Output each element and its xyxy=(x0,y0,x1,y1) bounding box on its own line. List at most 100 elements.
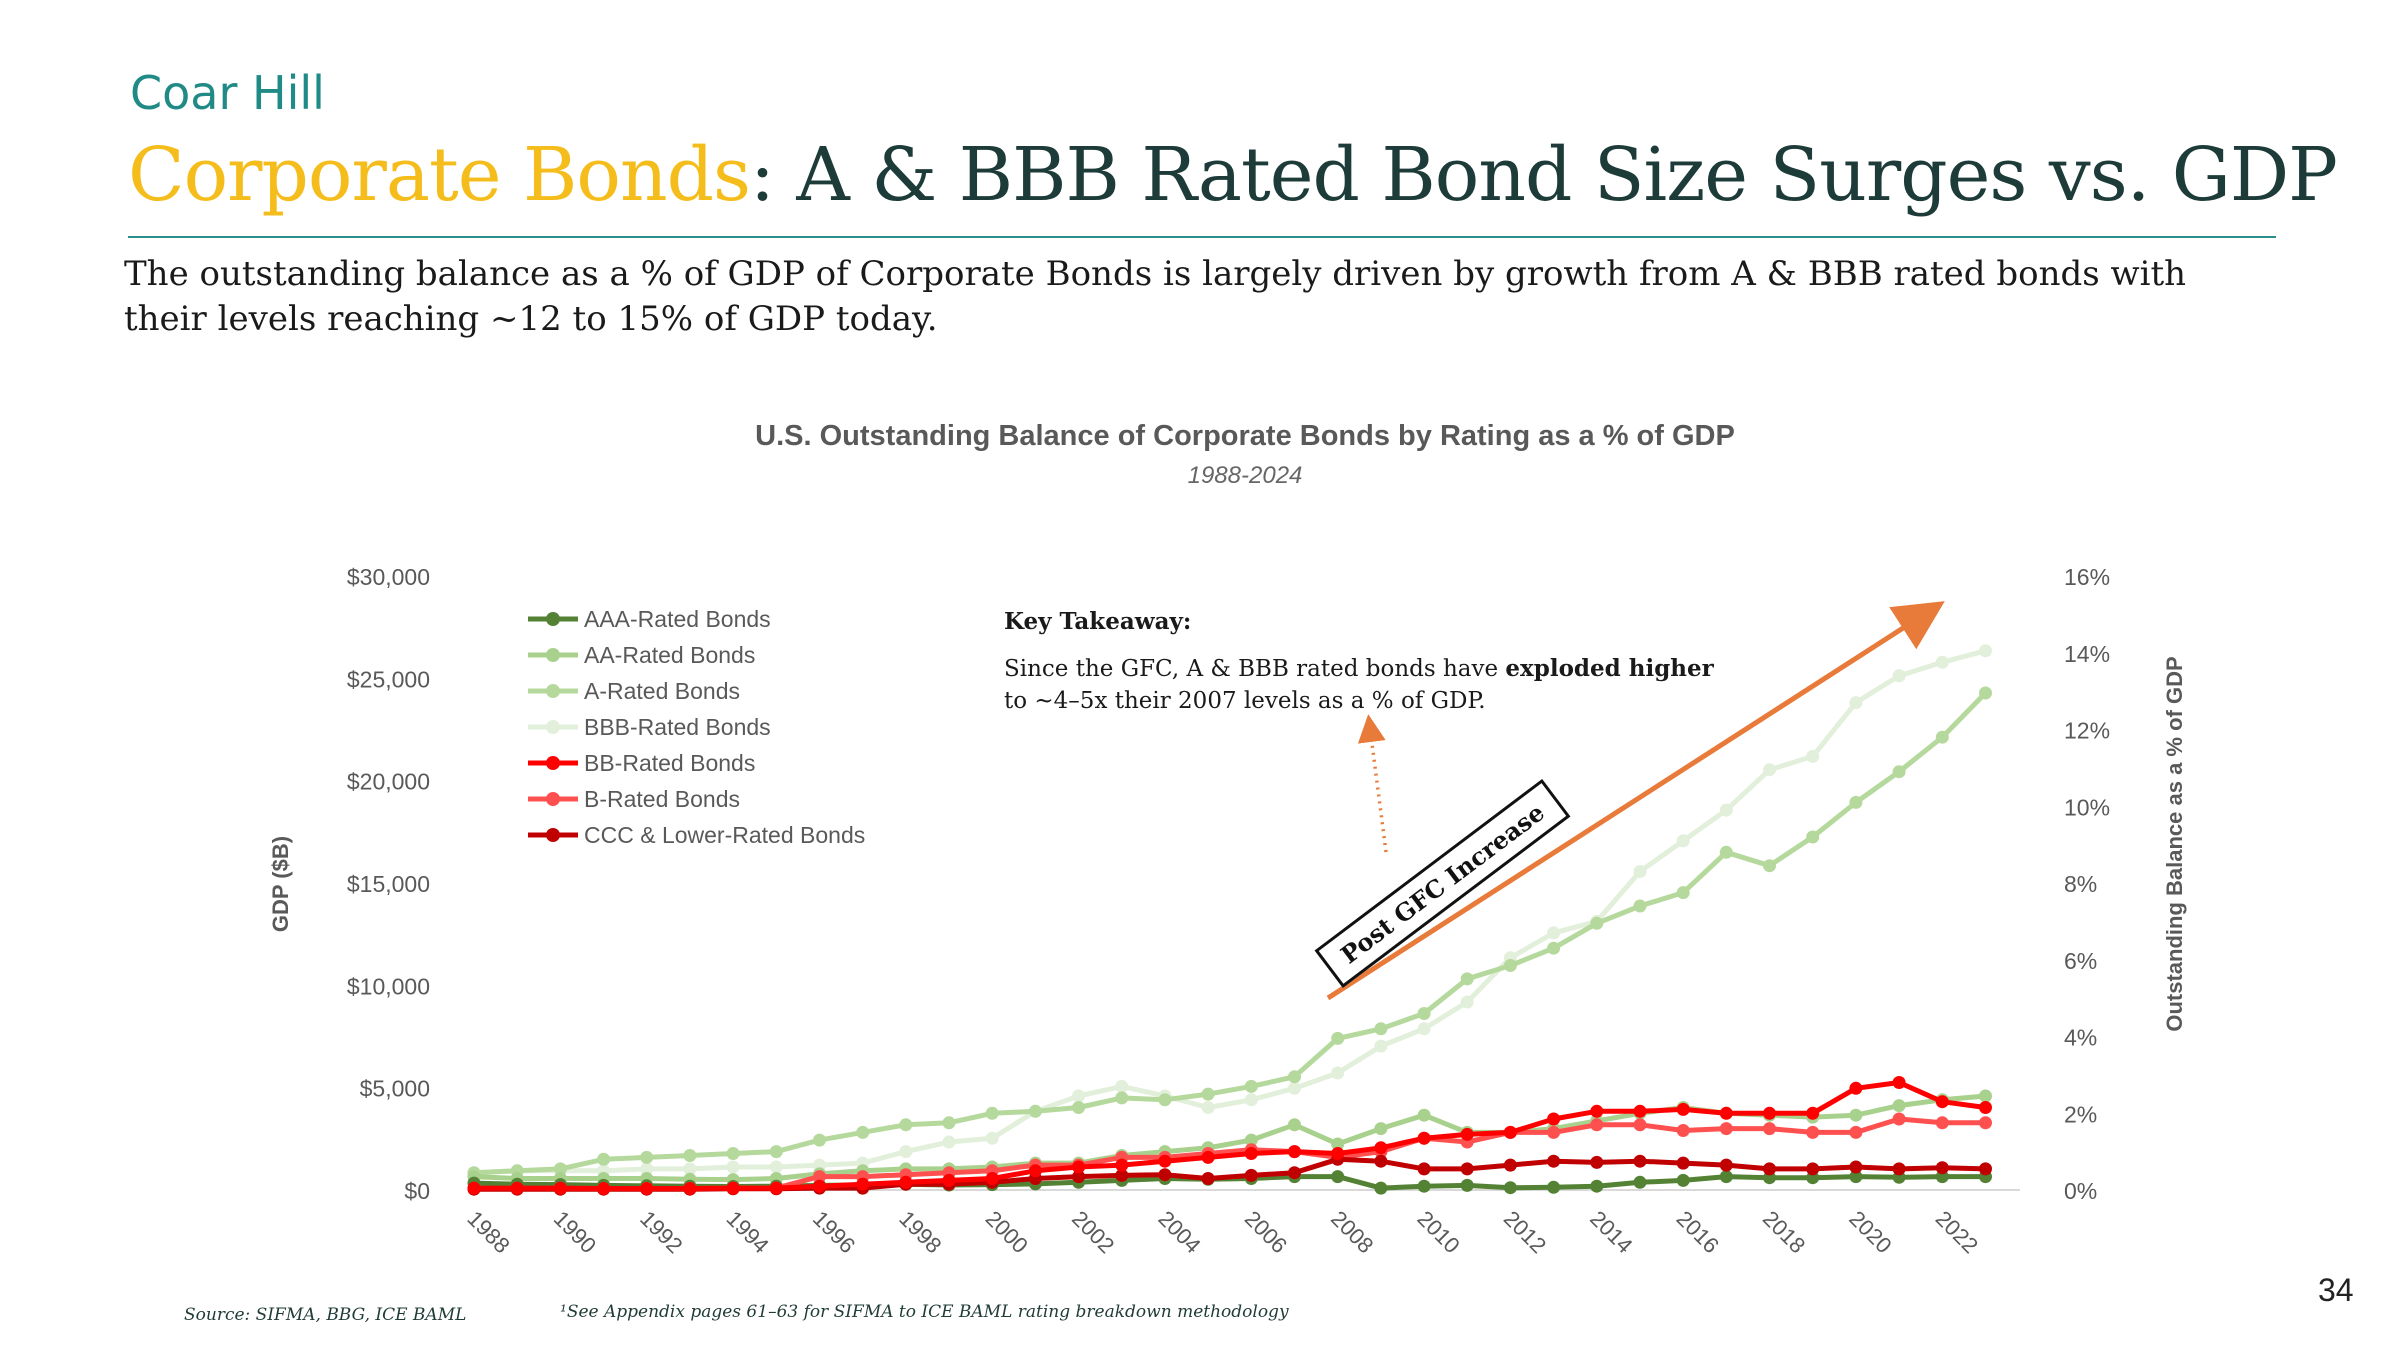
data-point xyxy=(769,1181,783,1195)
data-point xyxy=(640,1162,654,1176)
key-takeaway-body: Since the GFC, A & BBB rated bonds have … xyxy=(1004,653,1724,717)
data-point xyxy=(1288,1070,1301,1084)
data-point xyxy=(1979,644,1992,658)
right-axis-tick-label: 10% xyxy=(2064,794,2110,820)
data-point xyxy=(1892,765,1906,779)
data-point xyxy=(467,1181,481,1195)
data-point xyxy=(1460,1178,1474,1192)
data-point xyxy=(1547,1154,1561,1168)
data-point xyxy=(1244,1133,1258,1147)
legend-label: A-Rated Bonds xyxy=(584,678,740,704)
legend-label: AAA-Rated Bonds xyxy=(584,606,771,632)
data-point xyxy=(813,1179,826,1193)
data-point xyxy=(1892,1076,1906,1089)
data-point xyxy=(1849,795,1863,809)
data-point xyxy=(726,1147,740,1160)
data-point xyxy=(640,1150,654,1164)
data-point xyxy=(1590,1118,1604,1132)
legend-swatch-marker xyxy=(546,612,560,626)
data-point xyxy=(1158,1168,1172,1182)
legend-swatch-marker xyxy=(546,828,560,842)
data-point xyxy=(1503,959,1517,972)
data-point xyxy=(1288,1081,1301,1095)
data-point xyxy=(1763,763,1776,777)
left-axis-tick-label: $25,000 xyxy=(347,666,430,692)
data-point xyxy=(597,1182,611,1195)
page-description: The outstanding balance as a % of GDP of… xyxy=(124,254,2187,339)
data-point xyxy=(1072,1160,1086,1174)
left-axis-tick-label: $10,000 xyxy=(347,973,430,999)
data-point xyxy=(1115,1091,1129,1105)
title-divider xyxy=(128,236,2276,238)
left-axis-tick-label: $0 xyxy=(404,1178,430,1204)
data-point xyxy=(899,1175,913,1189)
legend-label: CCC & Lower-Rated Bonds xyxy=(584,822,865,848)
pointer-arrow xyxy=(1357,714,1388,853)
data-point xyxy=(1806,749,1820,763)
data-point xyxy=(1374,1141,1388,1155)
left-axis-label: GDP ($B) xyxy=(268,836,293,932)
legend-label: BB-Rated Bonds xyxy=(584,750,755,776)
right-axis-tick-label: 12% xyxy=(2064,718,2110,744)
x-axis-tick-label: 2014 xyxy=(1585,1206,1637,1258)
data-point xyxy=(1719,1106,1733,1120)
data-point xyxy=(1503,1158,1517,1172)
data-point xyxy=(1331,1170,1345,1184)
right-axis-tick-label: 2% xyxy=(2064,1101,2097,1127)
data-point xyxy=(1417,1007,1431,1020)
left-axis-tick-label: $5,000 xyxy=(360,1076,430,1102)
data-point xyxy=(1935,730,1949,744)
chart-subtitle: 1988-2024 xyxy=(1187,462,1303,489)
x-axis-tick-label: 2012 xyxy=(1499,1206,1551,1258)
data-point xyxy=(1676,1156,1690,1170)
data-point xyxy=(899,1145,913,1159)
x-axis-tick-label: 1994 xyxy=(722,1206,774,1258)
chart-title: U.S. Outstanding Balance of Corporate Bo… xyxy=(755,420,1735,452)
data-point xyxy=(769,1160,783,1174)
data-point xyxy=(856,1125,870,1139)
brand-name: Coar Hill xyxy=(130,66,325,120)
data-point xyxy=(1547,1180,1561,1194)
data-point xyxy=(1892,1112,1906,1126)
data-point xyxy=(1676,1102,1690,1116)
x-axis-tick-label: 2006 xyxy=(1240,1206,1292,1258)
data-point xyxy=(1633,865,1647,878)
data-point xyxy=(1072,1089,1086,1103)
data-point xyxy=(942,1135,956,1149)
data-point xyxy=(510,1181,524,1195)
data-point xyxy=(1763,859,1776,873)
data-point xyxy=(553,1181,567,1195)
data-point xyxy=(985,1172,999,1185)
legend-swatch-marker xyxy=(546,720,560,734)
right-axis-tick-label: 4% xyxy=(2064,1025,2097,1051)
data-point xyxy=(1763,1162,1776,1176)
data-point xyxy=(1935,1170,1949,1184)
data-point xyxy=(726,1160,740,1174)
data-point xyxy=(1158,1093,1172,1107)
data-point xyxy=(1806,1162,1820,1176)
data-point xyxy=(1892,1162,1906,1176)
data-point xyxy=(1892,669,1906,683)
data-point xyxy=(1979,1162,1992,1176)
data-point xyxy=(1806,1125,1820,1139)
data-point xyxy=(1719,1122,1733,1136)
left-axis-tick-label: $30,000 xyxy=(347,564,430,590)
left-axis-tick-label: $20,000 xyxy=(347,769,430,795)
x-axis-tick-label: 2008 xyxy=(1326,1206,1378,1258)
data-point xyxy=(856,1177,870,1191)
legend-swatch-marker xyxy=(546,792,560,806)
x-axis-tick-label: 2020 xyxy=(1844,1206,1896,1258)
data-point xyxy=(1460,972,1474,986)
data-point xyxy=(985,1106,999,1120)
data-point xyxy=(942,1173,956,1187)
x-axis-tick-label: 1990 xyxy=(549,1206,601,1258)
x-axis-tick-label: 1992 xyxy=(635,1206,687,1258)
data-point xyxy=(985,1131,999,1145)
data-point xyxy=(1244,1147,1258,1160)
data-point xyxy=(683,1182,697,1195)
series-line xyxy=(473,691,1988,1176)
trend-arrow xyxy=(1326,601,1945,1001)
right-axis-label: Outstanding Balance as a % of GDP xyxy=(2162,656,2187,1031)
key-takeaway-title: Key Takeaway: xyxy=(1004,608,1192,635)
data-point xyxy=(1676,1173,1690,1187)
